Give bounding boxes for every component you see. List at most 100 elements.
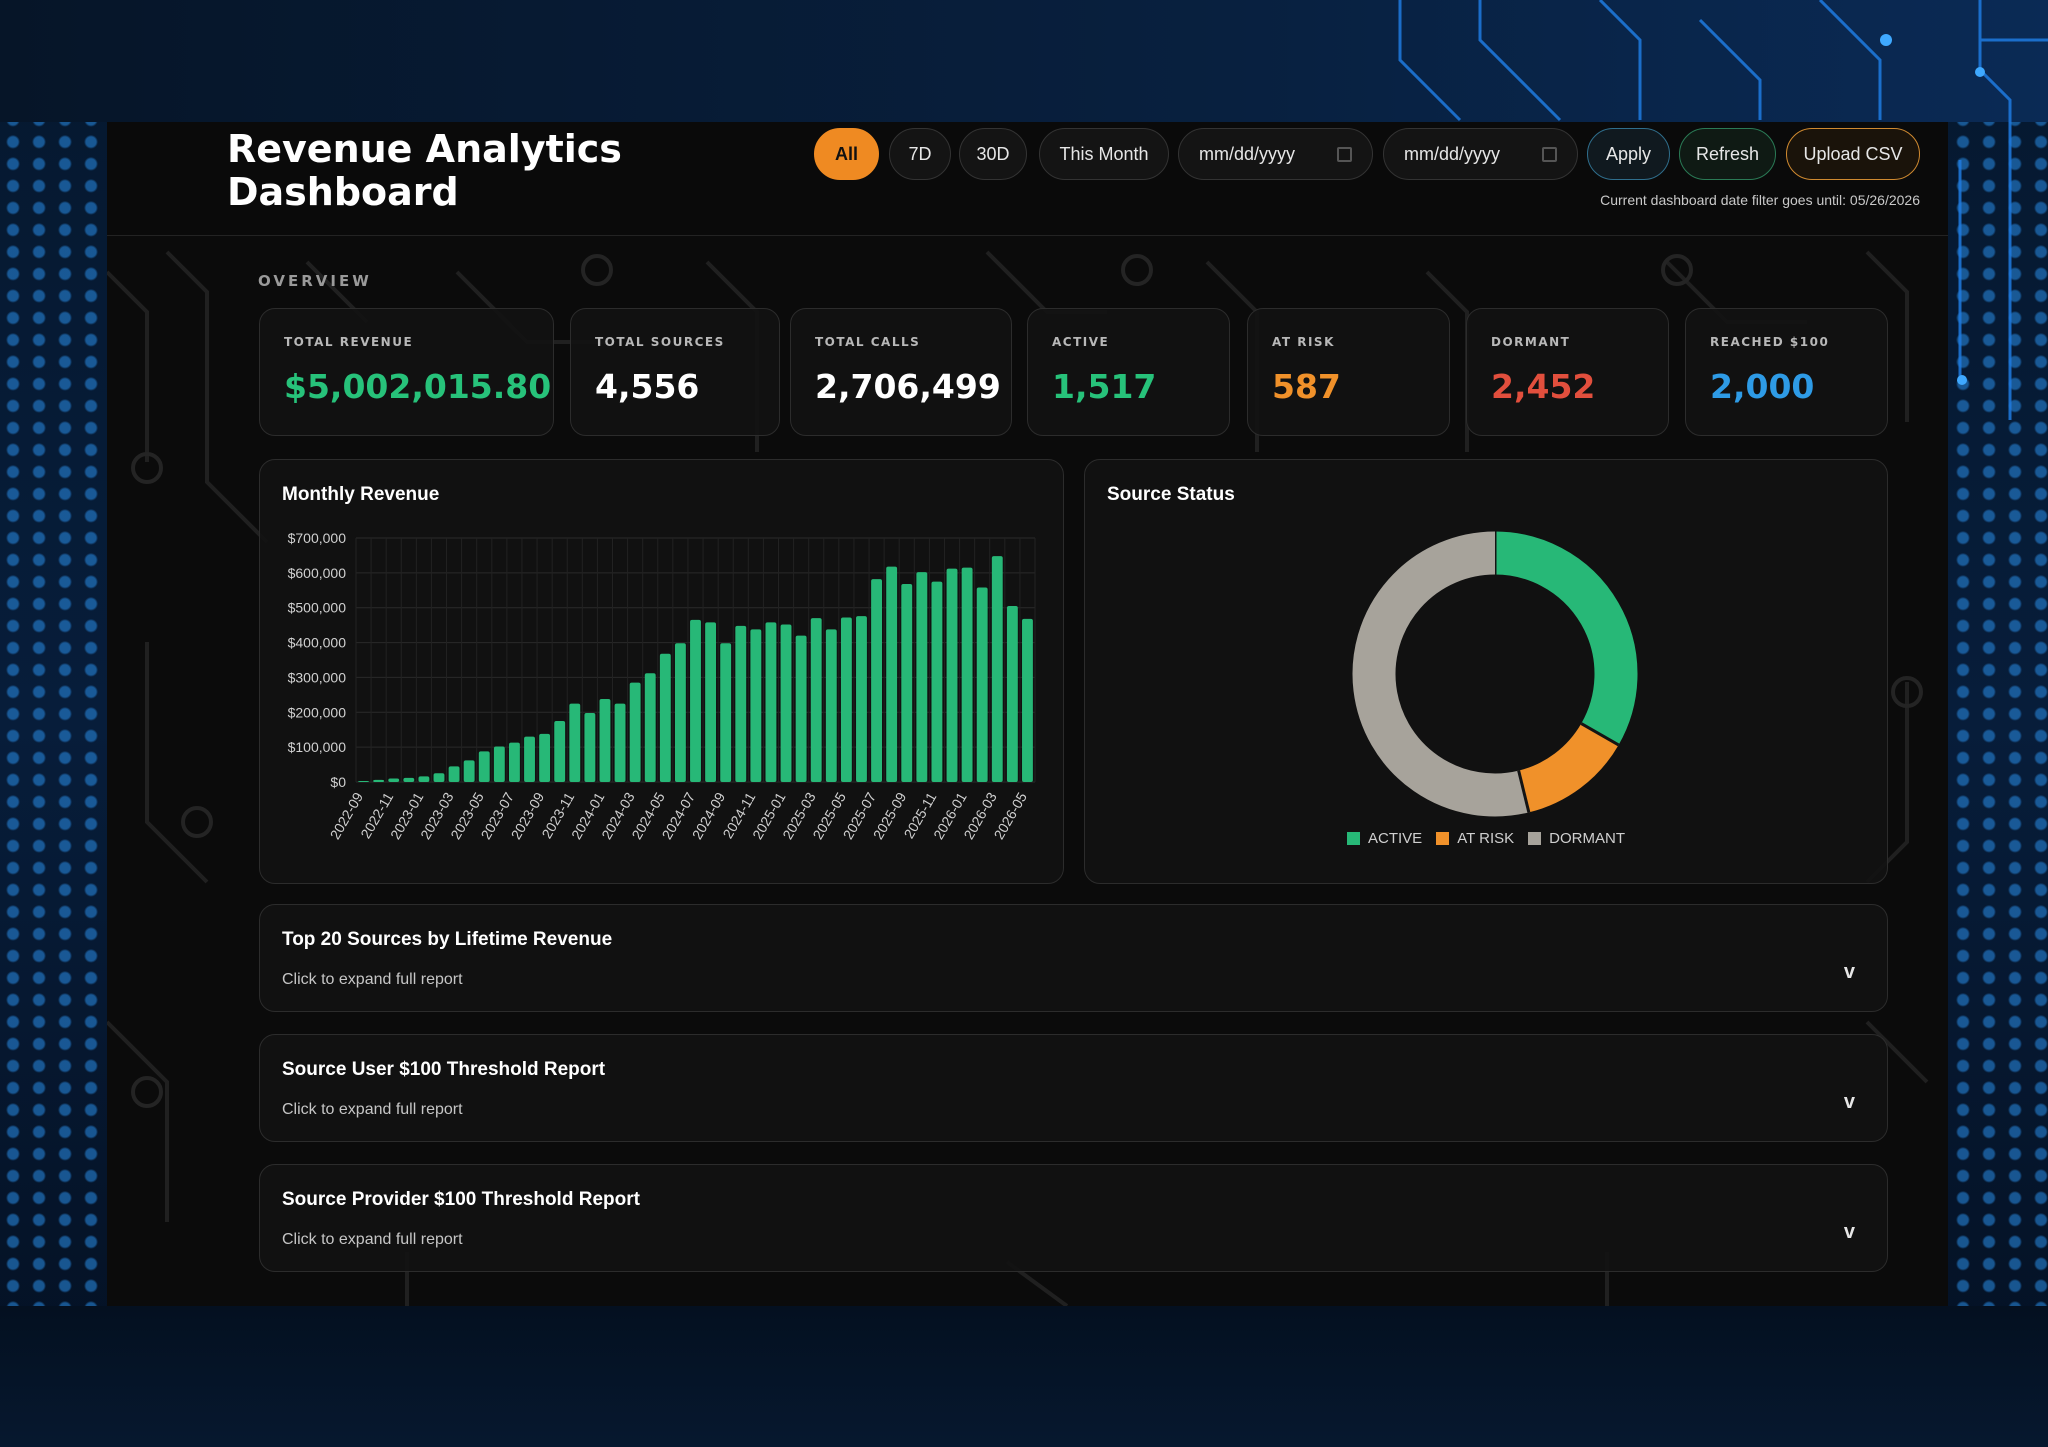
report-source-provider-threshold[interactable]: Source Provider $100 Threshold Report Cl…: [259, 1164, 1888, 1272]
report-subtitle: Click to expand full report: [282, 1101, 463, 1118]
calendar-icon[interactable]: [1337, 146, 1352, 162]
stat-value: 2,706,499: [815, 367, 1001, 406]
stat-card-dormant: DORMANT 2,452: [1466, 308, 1669, 436]
y-tick-label: $700,000: [288, 530, 347, 546]
bar-2025-03[interactable]: [810, 618, 822, 782]
legend-label: AT RISK: [1457, 830, 1515, 847]
legend-item-at-risk[interactable]: AT RISK: [1436, 830, 1514, 847]
report-subtitle: Click to expand full report: [282, 971, 463, 988]
bar-2024-05[interactable]: [659, 653, 671, 782]
legend-label: ACTIVE: [1368, 830, 1423, 847]
stat-card-reached-100: REACHED $100 2,000: [1685, 308, 1888, 436]
bar-2025-01[interactable]: [780, 624, 792, 782]
bar-2024-11[interactable]: [750, 629, 762, 782]
bar-2024-07[interactable]: [690, 619, 701, 782]
stat-value: 587: [1272, 367, 1341, 406]
bar-2023-06[interactable]: [493, 746, 505, 782]
filter-30d-button[interactable]: 30D: [959, 128, 1027, 180]
bar-2025-04[interactable]: [825, 629, 837, 782]
refresh-button[interactable]: Refresh: [1679, 128, 1776, 180]
bar-2023-09[interactable]: [539, 733, 551, 782]
bar-2022-12[interactable]: [403, 777, 415, 782]
monthly-revenue-panel: Monthly Revenue $0 $100,000 $200,000 $300,0…: [259, 459, 1064, 884]
bar-2026-05[interactable]: [1022, 618, 1033, 782]
bar-2023-07[interactable]: [509, 742, 520, 782]
bar-2026-03[interactable]: [991, 556, 1003, 782]
bar-2023-11[interactable]: [569, 703, 581, 782]
bar-2025-07[interactable]: [871, 579, 882, 782]
donut-separator: [1580, 722, 1620, 747]
report-title: Source User $100 Threshold Report: [282, 1059, 606, 1080]
stat-label: TOTAL REVENUE: [284, 335, 414, 349]
bar-2025-05[interactable]: [840, 617, 852, 782]
bar-2024-06[interactable]: [674, 643, 686, 782]
source-status-legend: ACTIVE AT RISK DORMANT: [1085, 830, 1887, 847]
stat-value: 2,000: [1710, 367, 1815, 406]
legend-item-dormant[interactable]: DORMANT: [1528, 830, 1625, 847]
filter-7d-button[interactable]: 7D: [889, 128, 951, 180]
calendar-icon[interactable]: [1542, 146, 1557, 162]
start-date-input[interactable]: mm/dd/yyyy: [1178, 128, 1373, 180]
y-tick-label: $0: [330, 774, 346, 790]
y-tick-label: $300,000: [288, 669, 347, 685]
bar-2025-06[interactable]: [856, 616, 867, 782]
report-top-20-sources[interactable]: Top 20 Sources by Lifetime Revenue Click…: [259, 904, 1888, 1012]
bar-2022-09[interactable]: [358, 780, 369, 782]
page-title: Revenue Analytics Dashboard: [227, 127, 622, 214]
report-source-user-threshold[interactable]: Source User $100 Threshold Report Click …: [259, 1034, 1888, 1142]
bar-2022-10[interactable]: [373, 779, 385, 782]
chevron-down-icon[interactable]: v: [1843, 1221, 1855, 1243]
bar-2025-11[interactable]: [931, 581, 943, 782]
bar-2023-08[interactable]: [524, 736, 535, 782]
bar-2023-03[interactable]: [448, 766, 460, 782]
stat-label: REACHED $100: [1710, 335, 1830, 349]
stat-label: ACTIVE: [1052, 335, 1110, 349]
y-tick-label: $400,000: [288, 635, 347, 651]
bar-2024-08[interactable]: [705, 622, 717, 782]
stat-value: 4,556: [595, 367, 700, 406]
bar-2024-10[interactable]: [735, 625, 747, 782]
bar-2026-04[interactable]: [1006, 605, 1018, 782]
stat-card-total-sources: TOTAL SOURCES 4,556: [570, 308, 780, 436]
overview-label: OVERVIEW: [258, 272, 372, 290]
chevron-down-icon[interactable]: v: [1843, 961, 1855, 983]
legend-label: DORMANT: [1549, 830, 1625, 847]
filter-this-month-button[interactable]: This Month: [1039, 128, 1169, 180]
bar-2025-09[interactable]: [901, 584, 913, 782]
bar-2025-12[interactable]: [946, 568, 958, 782]
upload-csv-button[interactable]: Upload CSV: [1786, 128, 1920, 180]
date-filter-note: Current dashboard date filter goes until…: [1600, 192, 1920, 208]
bar-2026-01[interactable]: [961, 567, 973, 782]
bar-2023-01[interactable]: [418, 776, 430, 782]
bar-2024-01[interactable]: [599, 699, 611, 782]
donut-slice-dormant[interactable]: [1352, 531, 1529, 817]
y-tick-label: $600,000: [288, 565, 347, 581]
bar-2025-08[interactable]: [886, 566, 898, 782]
bar-2022-11[interactable]: [388, 778, 400, 782]
start-date-placeholder: mm/dd/yyyy: [1199, 143, 1296, 164]
stat-card-total-revenue: TOTAL REVENUE $5,002,015.80: [259, 308, 554, 436]
bar-2025-02[interactable]: [795, 635, 807, 782]
bar-2023-04[interactable]: [463, 760, 475, 782]
bar-2024-04[interactable]: [644, 673, 656, 782]
bar-2026-02[interactable]: [976, 587, 988, 782]
bar-2024-03[interactable]: [629, 682, 641, 782]
bar-2024-12[interactable]: [765, 622, 777, 782]
chevron-down-icon[interactable]: v: [1843, 1091, 1855, 1113]
apply-button[interactable]: Apply: [1587, 128, 1670, 180]
dashboard-header: Revenue Analytics Dashboard All 7D 30D T…: [107, 122, 1948, 236]
donut-slice-active[interactable]: [1494, 531, 1638, 745]
bar-2023-12[interactable]: [584, 712, 596, 782]
bar-2023-10[interactable]: [554, 721, 566, 782]
source-status-panel: Source Status ACTIVE AT RISK DORMANT: [1084, 459, 1888, 884]
bar-2025-10[interactable]: [916, 572, 928, 782]
legend-item-active[interactable]: ACTIVE: [1347, 830, 1422, 847]
bar-2023-02[interactable]: [433, 773, 445, 782]
bar-2023-05[interactable]: [478, 751, 490, 782]
bar-2024-09[interactable]: [720, 643, 732, 782]
end-date-input[interactable]: mm/dd/yyyy: [1383, 128, 1578, 180]
bar-2024-02[interactable]: [614, 703, 626, 782]
donut-slice-at-risk[interactable]: [1517, 722, 1619, 813]
filter-all-button[interactable]: All: [814, 128, 879, 180]
